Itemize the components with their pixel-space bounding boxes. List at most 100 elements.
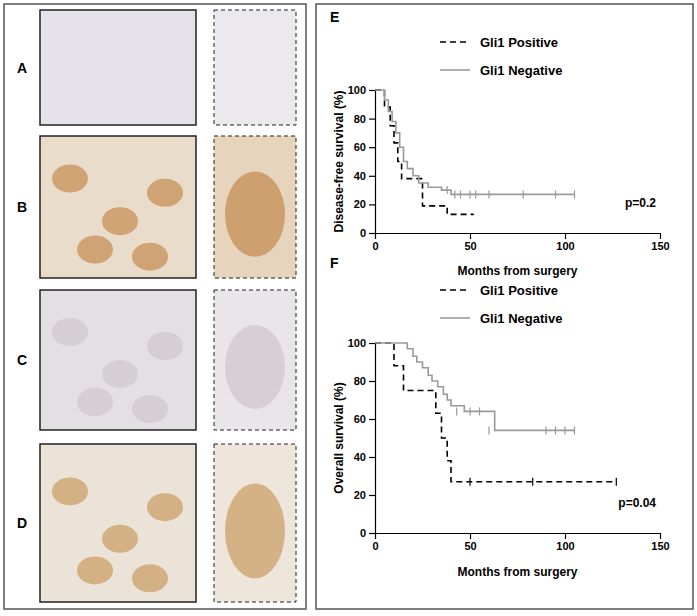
censor-mark <box>523 190 524 198</box>
censor-mark <box>479 407 480 415</box>
censor-mark <box>574 190 575 198</box>
tick-mark <box>369 495 375 496</box>
annotation: p=0.2 <box>625 196 656 210</box>
tick: 60 <box>354 413 375 425</box>
tick: 150 <box>651 233 669 252</box>
tissue-blob <box>225 484 285 579</box>
tick: 40 <box>354 170 375 182</box>
survival-curve <box>375 90 474 214</box>
tick-label: 150 <box>651 540 669 552</box>
tick-mark <box>375 233 376 239</box>
legend-swatch <box>440 289 470 291</box>
tick-label: 40 <box>354 451 366 463</box>
tick: 50 <box>464 233 476 252</box>
y-axis: 0 20 40 60 80 100 <box>348 84 376 239</box>
plot-area <box>375 90 575 214</box>
tissue-blob <box>77 236 113 264</box>
tissue-blob <box>132 243 168 271</box>
censor-mark <box>564 426 565 434</box>
tick-mark <box>369 381 375 382</box>
legend-label: Gli1 Negative <box>480 311 562 326</box>
tissue-blob <box>147 332 183 360</box>
tick: 20 <box>354 198 375 210</box>
tick-label: 20 <box>354 489 366 501</box>
image-inset <box>214 444 296 602</box>
y-axis-title: Overall survival (%) <box>332 382 346 493</box>
image-large <box>40 444 196 602</box>
left-frame <box>4 4 306 609</box>
tissue-blob <box>77 388 113 416</box>
tick: 80 <box>354 113 375 125</box>
axis-line <box>376 533 661 534</box>
tick-label: 80 <box>354 113 366 125</box>
tick-label: 0 <box>360 227 366 239</box>
tick-mark <box>369 457 375 458</box>
legend-label: Gli1 Positive <box>480 35 558 50</box>
censor-mark <box>574 426 575 434</box>
tissue-blob <box>132 395 168 423</box>
figure: ABCDE050100150020406080100Months from su… <box>0 0 697 616</box>
legend-label: Gli1 Negative <box>480 63 562 78</box>
tick-label: 20 <box>354 198 366 210</box>
tick-mark <box>375 533 376 539</box>
tick: 60 <box>354 141 375 153</box>
tick: 50 <box>464 533 476 552</box>
panel-label: F <box>330 255 339 271</box>
plot-area <box>375 343 616 486</box>
censor-mark <box>555 190 556 198</box>
censor-mark <box>469 407 470 415</box>
tick-mark <box>565 533 566 539</box>
tick-mark <box>470 233 471 239</box>
legend-label: Gli1 Positive <box>480 283 558 298</box>
x-axis: 0 50 100 150 <box>372 533 669 552</box>
x-axis-title: Months from surgery <box>457 264 577 278</box>
y-axis: 020406080100 <box>348 337 376 539</box>
tick-label: 80 <box>354 375 366 387</box>
tick-mark <box>369 343 375 344</box>
tick-mark <box>369 147 375 148</box>
censor-mark <box>469 478 470 486</box>
image-panel: D <box>17 444 296 602</box>
tick-label: 50 <box>464 240 476 252</box>
tissue-blob <box>52 318 88 346</box>
tick: 150 <box>651 533 669 552</box>
censor-mark <box>475 190 476 198</box>
tick-mark <box>369 118 375 119</box>
censor-mark <box>454 190 455 198</box>
panel-label: B <box>17 199 27 215</box>
tissue-blob <box>102 360 138 388</box>
tick: 40 <box>354 451 375 463</box>
tick-label: 60 <box>354 413 366 425</box>
censor-mark <box>469 190 470 198</box>
tissue-blob <box>102 525 138 553</box>
tissue-blob <box>225 325 285 409</box>
legend-swatch <box>440 69 470 71</box>
image-inset <box>214 10 296 125</box>
censor-mark <box>545 426 546 434</box>
tick-label: 0 <box>372 240 378 252</box>
censor-mark <box>460 190 461 198</box>
censor-mark <box>456 407 457 415</box>
axis-line <box>376 233 661 234</box>
tick-label: 0 <box>372 540 378 552</box>
x-axis: 050100150 <box>372 233 669 252</box>
tick-label: 60 <box>354 141 366 153</box>
tick: 100 <box>348 84 375 96</box>
tick-mark <box>369 533 375 534</box>
tick-mark <box>660 533 661 539</box>
tissue-blob <box>77 556 113 584</box>
tick: 80 <box>354 375 375 387</box>
tick-label: 50 <box>464 540 476 552</box>
tissue-blob <box>102 207 138 235</box>
right-frame <box>316 4 693 609</box>
legend-swatch <box>440 317 470 319</box>
tick-mark <box>660 233 661 239</box>
panel-label: D <box>17 515 27 531</box>
tick-label: 100 <box>348 337 366 349</box>
tick-mark <box>369 204 375 205</box>
censor-mark <box>488 426 489 434</box>
tick: 100 <box>556 533 574 552</box>
image-large <box>40 136 196 278</box>
tissue-blob <box>52 477 88 505</box>
y-axis-title: Disease-free survival (%) <box>332 90 346 232</box>
